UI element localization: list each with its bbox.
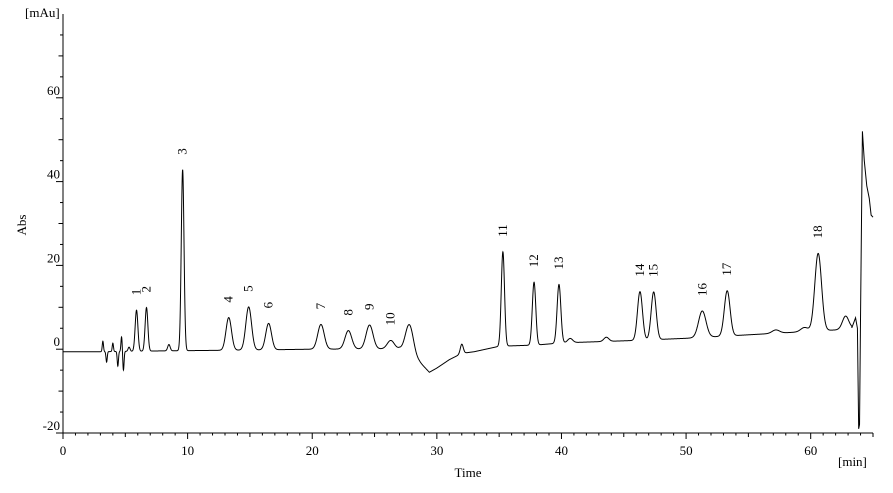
peak-label-12: 12 [526,254,541,267]
peak-label-11: 11 [495,224,510,237]
y-axis-ticks: -20 0 20 40 60 [43,34,63,434]
chromatogram-trace [63,131,874,429]
peak-label-5: 5 [241,285,256,292]
peak-label-18: 18 [810,225,825,238]
x-axis-ticks: 0 10 20 30 40 50 60 [60,433,874,458]
peak-label-9: 9 [362,304,377,311]
peak-label-2: 2 [139,286,154,293]
x-tick-label: 30 [430,443,443,458]
y-axis-title: Abs [14,215,29,236]
x-tick-label: 40 [555,443,568,458]
peak-label-7: 7 [313,302,328,309]
peak-label-13: 13 [551,257,566,270]
y-tick-label: 60 [47,83,60,98]
x-tick-label: 10 [181,443,194,458]
x-tick-label: 60 [804,443,817,458]
peak-label-1: 1 [129,289,144,296]
y-tick-label: 20 [47,250,60,265]
peak-label-10: 10 [383,312,398,325]
x-tick-label: 20 [306,443,319,458]
peak-label-15: 15 [646,264,661,277]
y-tick-label: 0 [54,334,61,349]
peak-label-17: 17 [719,262,734,276]
plot-frame [62,14,873,434]
peak-label-3: 3 [175,148,190,155]
peak-label-6: 6 [261,301,276,308]
y-tick-label: 40 [47,167,60,182]
peak-label-8: 8 [340,309,355,316]
y-tick-label: -20 [43,418,60,433]
x-tick-label: 50 [680,443,693,458]
x-axis-unit: [min] [838,454,867,469]
peak-label-4: 4 [221,296,236,303]
y-axis-unit: [mAu] [25,5,60,20]
peak-label-14: 14 [632,263,647,277]
peak-label-16: 16 [694,283,709,297]
x-tick-label: 0 [60,443,67,458]
x-axis-title: Time [455,465,482,480]
